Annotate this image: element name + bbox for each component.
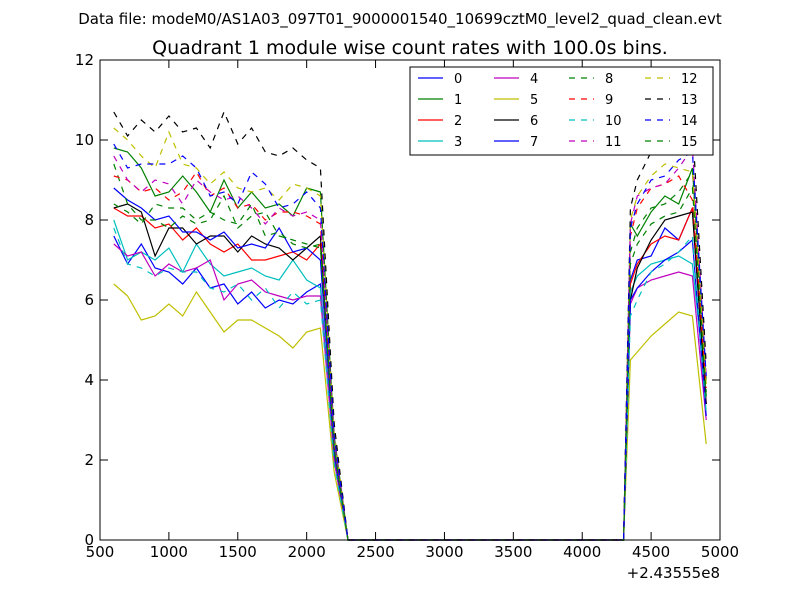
- legend-label-14: 14: [681, 114, 698, 129]
- y-tick-label: 12: [75, 51, 94, 69]
- y-tick-label: 0: [84, 531, 94, 549]
- x-tick-label: 1000: [150, 543, 188, 561]
- series-line-12: [113, 127, 707, 541]
- x-tick-label: 5000: [701, 543, 739, 561]
- chart-title: Quadrant 1 module wise count rates with …: [152, 37, 668, 59]
- y-tick-label: 2: [84, 451, 94, 469]
- legend-frame: [409, 66, 714, 156]
- x-tick-label: 1500: [219, 543, 257, 561]
- legend-label-3: 3: [454, 135, 462, 150]
- legend-label-15: 15: [681, 135, 698, 150]
- series-line-13: [113, 110, 707, 541]
- y-tick-label: 8: [84, 211, 94, 229]
- legend-label-1: 1: [454, 93, 462, 108]
- x-tick-label: 4000: [563, 543, 601, 561]
- legend-label-6: 6: [530, 114, 538, 129]
- axis-ticks: 500 1000 1500 2000 2500 3000 3500 4000 4500 5000 0…: [75, 51, 739, 561]
- x-tick-label: 3500: [494, 543, 532, 561]
- legend-label-5: 5: [530, 93, 538, 108]
- legend-label-12: 12: [681, 72, 698, 87]
- legend-label-4: 4: [530, 72, 538, 87]
- data-file-suptitle: Data file: modeM0/AS1A03_097T01_90000015…: [78, 10, 722, 29]
- x-tick-label: 4500: [632, 543, 670, 561]
- x-axis-offset-label: +2.43555e8: [627, 564, 720, 582]
- x-tick-label: 500: [86, 543, 115, 561]
- legend-label-0: 0: [454, 72, 462, 87]
- y-tick-label: 4: [84, 371, 94, 389]
- legend-label-2: 2: [454, 114, 462, 129]
- legend-label-13: 13: [681, 93, 698, 108]
- legend-label-10: 10: [605, 114, 622, 129]
- x-tick-label: 3000: [425, 543, 463, 561]
- x-tick-label: 2500: [356, 543, 394, 561]
- legend-label-11: 11: [605, 135, 622, 150]
- legend-label-7: 7: [530, 135, 538, 150]
- x-tick-label: 2000: [288, 543, 326, 561]
- legend-label-9: 9: [605, 93, 613, 108]
- y-tick-label: 10: [75, 131, 94, 149]
- y-tick-label: 6: [84, 291, 94, 309]
- legend-label-8: 8: [605, 72, 613, 87]
